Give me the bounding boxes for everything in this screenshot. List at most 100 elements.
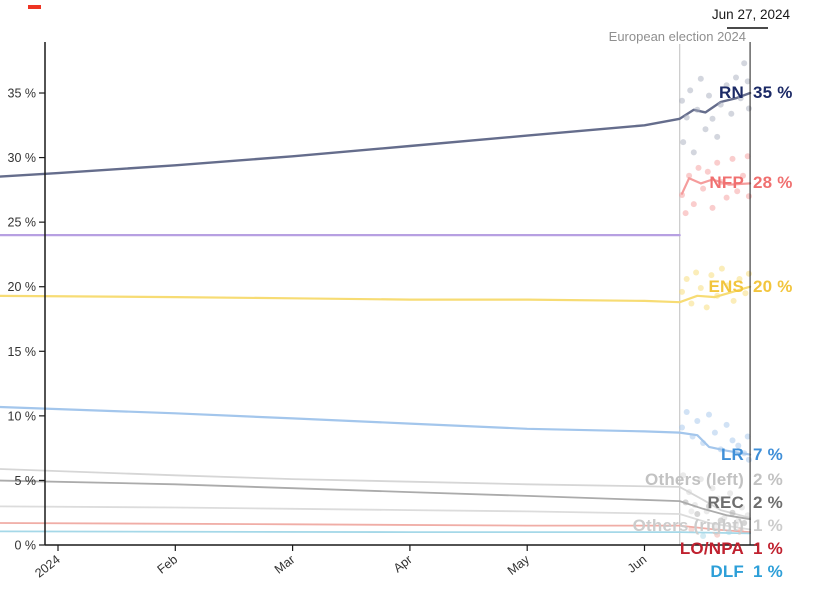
poll-dot-lr bbox=[741, 450, 748, 457]
poll-dot-nfp bbox=[744, 153, 751, 160]
poll-dot-ens bbox=[688, 300, 695, 307]
poll-dot-ens bbox=[679, 288, 685, 295]
poll-dot-rn bbox=[680, 139, 687, 146]
poll-dot-lr bbox=[745, 456, 752, 463]
poll-dot-lo-npa bbox=[688, 526, 695, 533]
poll-dot-lr bbox=[679, 424, 685, 431]
poll-dot-ens bbox=[724, 282, 731, 289]
poll-dot-ens bbox=[708, 272, 715, 279]
date-cursor-label[interactable]: Jun 27, 2024 bbox=[711, 7, 790, 22]
x-tick-label: 2024 bbox=[32, 552, 63, 580]
poll-dot-rn bbox=[683, 114, 690, 121]
poll-dot-rn bbox=[679, 97, 685, 104]
y-tick-label: 0 % bbox=[14, 539, 36, 553]
poll-dot-lr bbox=[689, 433, 696, 440]
poll-dot-nfp bbox=[718, 179, 725, 186]
poll-dot-lr bbox=[706, 411, 712, 418]
series-line-ens bbox=[0, 285, 752, 304]
poll-dot-ens bbox=[697, 285, 704, 291]
poll-dot-nfp bbox=[690, 201, 697, 208]
poll-dot-rec bbox=[682, 499, 689, 506]
poll-dot-others-left bbox=[686, 489, 693, 496]
series-line-others-left bbox=[0, 468, 751, 519]
poll-dot-ens bbox=[730, 297, 737, 304]
poll-dot-nfp bbox=[700, 185, 707, 192]
poll-dot-others-left bbox=[744, 512, 751, 519]
x-tick-label: May bbox=[505, 552, 533, 578]
poll-dot-others-left bbox=[709, 485, 716, 492]
poll-dot-nfp bbox=[723, 194, 730, 201]
poll-dot-rn bbox=[733, 74, 739, 81]
y-tick-label: 15 % bbox=[8, 345, 37, 359]
poll-dot-ens bbox=[703, 304, 710, 311]
poll-dot-lr bbox=[729, 437, 736, 444]
y-tick-label: 30 % bbox=[8, 151, 37, 165]
top-left-red-marker bbox=[28, 5, 41, 9]
poll-dot-nfp bbox=[745, 193, 752, 200]
poll-dot-rec bbox=[717, 517, 724, 524]
poll-dot-rn bbox=[694, 106, 701, 113]
series-line-others-right bbox=[0, 505, 751, 531]
poll-dot-nfp bbox=[714, 159, 721, 166]
poll-dot-others-left bbox=[727, 490, 734, 497]
x-tick-label: Jun bbox=[625, 552, 650, 575]
poll-dot-rn bbox=[717, 101, 724, 108]
series-line-dlf bbox=[0, 530, 751, 535]
poll-dot-rn bbox=[690, 149, 697, 156]
x-tick-label: Mar bbox=[272, 552, 298, 576]
poll-dot-lr bbox=[694, 418, 701, 424]
poll-dot-nfp bbox=[686, 172, 693, 179]
poll-dot-rn bbox=[741, 60, 748, 67]
poll-dot-others-right bbox=[688, 508, 695, 515]
poll-dot-others-left bbox=[697, 476, 704, 483]
poll-dot-rec bbox=[694, 511, 701, 517]
poll-dot-rn bbox=[714, 133, 721, 140]
poll-dot-lr bbox=[717, 446, 724, 453]
poll-dot-nfp bbox=[679, 192, 685, 198]
poll-dot-ens bbox=[742, 290, 749, 297]
poll-dot-lr bbox=[700, 440, 707, 446]
poll-dot-rn bbox=[687, 87, 694, 94]
poll-dot-nfp bbox=[695, 164, 702, 171]
poll-dot-others-left bbox=[738, 504, 745, 511]
y-tick-label: 5 % bbox=[14, 474, 36, 488]
poll-dot-nfp bbox=[729, 155, 736, 162]
poll-dot-rec bbox=[729, 509, 736, 516]
y-tick-label: 10 % bbox=[8, 409, 37, 423]
x-tick-label: Apr bbox=[391, 552, 415, 575]
date-cursor-handle[interactable] bbox=[727, 27, 768, 29]
poll-dot-others-left bbox=[715, 495, 722, 502]
poll-dot-others-left bbox=[680, 472, 687, 479]
y-tick-label: 35 % bbox=[8, 87, 37, 101]
poll-dot-ens bbox=[693, 269, 700, 276]
poll-dot-rn bbox=[737, 95, 744, 102]
poll-dot-rn bbox=[744, 78, 751, 85]
series-line-rn bbox=[0, 91, 752, 178]
series-line-lr bbox=[0, 405, 752, 456]
poll-dot-lr bbox=[744, 433, 751, 440]
event-annotation-label: European election 2024 bbox=[608, 29, 746, 44]
series-line-rec bbox=[0, 479, 751, 521]
poll-dot-ens bbox=[714, 292, 721, 299]
poll-dot-others-left bbox=[733, 521, 739, 528]
poll-dot-nfp bbox=[740, 172, 746, 179]
poll-dot-ens bbox=[745, 270, 752, 277]
poll-dot-rn bbox=[709, 115, 716, 122]
poll-dot-dlf bbox=[726, 529, 732, 536]
poll-dot-nfp bbox=[734, 188, 741, 195]
poll-dot-nfp bbox=[704, 168, 711, 175]
poll-dot-ens bbox=[736, 276, 743, 282]
poll-dot-lr bbox=[723, 421, 730, 428]
series-line-nfp bbox=[680, 177, 752, 195]
poll-dot-rn bbox=[706, 92, 712, 99]
poll-dot-ens bbox=[683, 276, 690, 282]
poll-dot-rn bbox=[697, 75, 704, 82]
poll-dot-ens bbox=[718, 265, 725, 272]
poll-dot-rec bbox=[741, 520, 748, 526]
x-tick-label: Feb bbox=[155, 552, 181, 576]
poll-dot-lr bbox=[683, 409, 690, 415]
poll-dot-nfp bbox=[709, 204, 716, 211]
poll-dot-others-right bbox=[711, 523, 718, 530]
